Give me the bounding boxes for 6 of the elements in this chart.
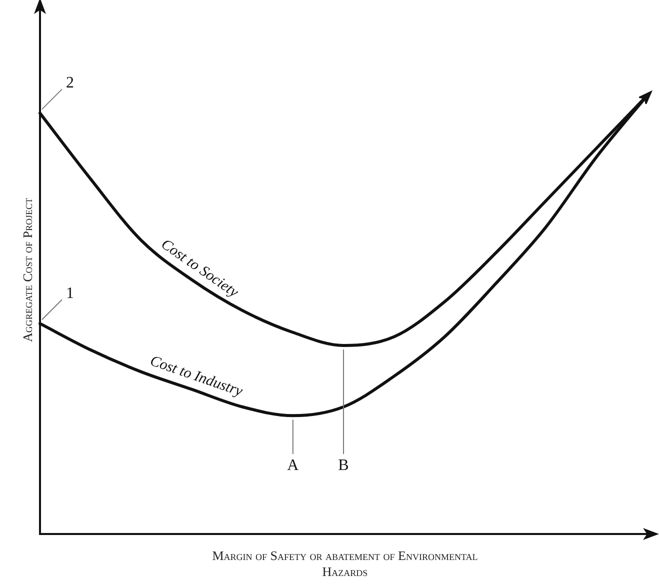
- annotation: A: [287, 457, 300, 474]
- annotation: B: [338, 457, 349, 474]
- x-axis-title: Margin of Safety or abatement of Environmental Hazards: [211, 548, 479, 580]
- annotation: 1: [66, 284, 74, 302]
- text: 2: [66, 74, 74, 92]
- y-axis-title: Aggregate Cost of Project: [20, 198, 36, 342]
